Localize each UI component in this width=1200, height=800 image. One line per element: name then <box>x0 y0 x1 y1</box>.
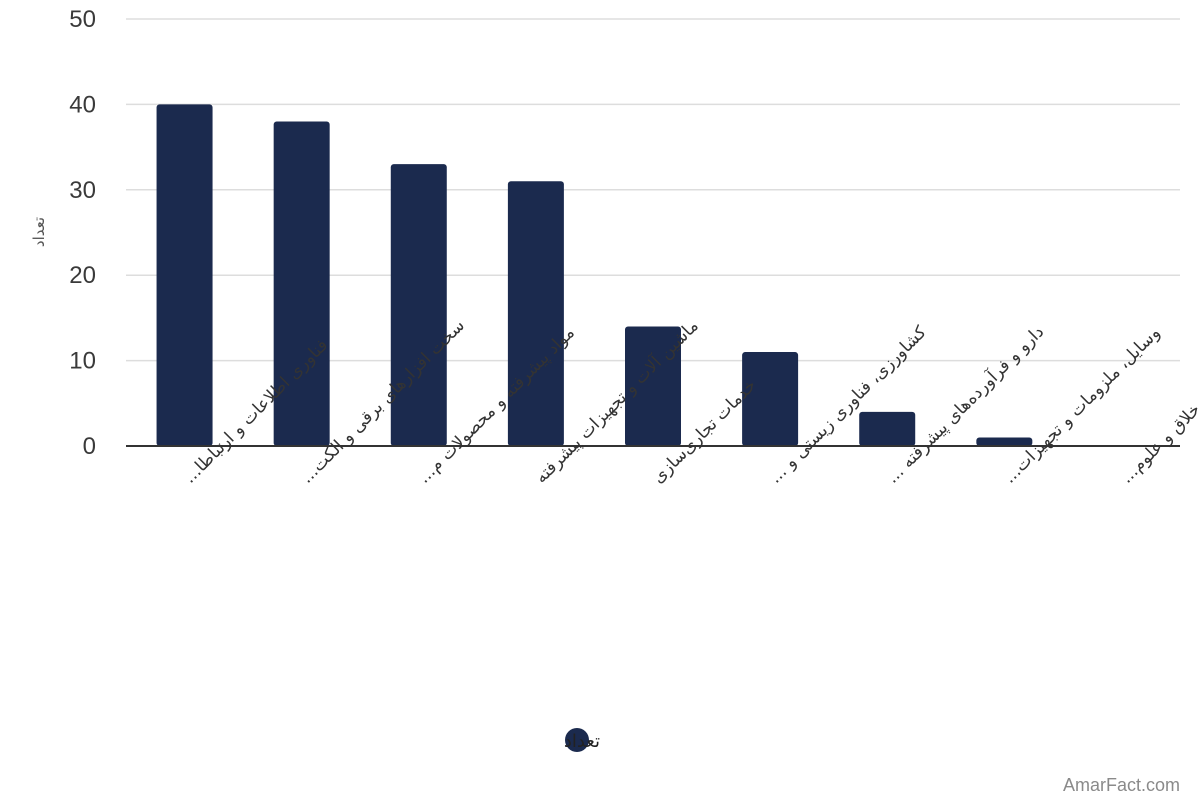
bar[interactable] <box>742 352 799 446</box>
y-tick-label: 40 <box>69 91 96 118</box>
y-axis-title: تعداد <box>30 217 48 247</box>
bars <box>156 104 1033 447</box>
bar[interactable] <box>507 181 564 446</box>
bar[interactable] <box>625 326 681 446</box>
bar[interactable] <box>273 121 330 446</box>
bar[interactable] <box>976 437 1033 446</box>
y-tick-label: 0 <box>83 433 96 460</box>
legend-label: تعداد <box>564 731 600 752</box>
y-tick-label: 30 <box>69 177 96 204</box>
bar[interactable] <box>859 411 916 446</box>
x-axis-ticks: فناوری اطلاعات و ارتباطا...سخت افزارهای … <box>180 315 1200 488</box>
y-tick-label: 10 <box>69 348 96 375</box>
y-tick-label: 20 <box>69 262 96 289</box>
legend-swatch-icon <box>565 728 589 752</box>
watermark: AmarFact.com <box>1063 775 1180 795</box>
y-axis-ticks: 0 10 20 30 40 50 <box>69 6 96 460</box>
legend[interactable]: تعداد <box>564 728 600 752</box>
y-tick-label: 50 <box>69 6 96 33</box>
bar[interactable] <box>156 104 213 447</box>
bar[interactable] <box>390 164 447 446</box>
